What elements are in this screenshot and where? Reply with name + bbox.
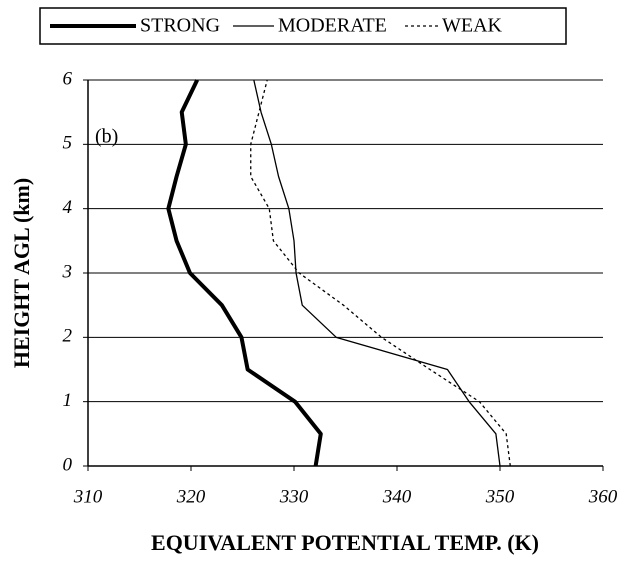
y-tick-label: 5 [63,133,73,154]
legend-box [39,7,567,45]
x-tick-label: 360 [588,486,618,507]
y-tick-label: 0 [63,454,73,475]
y-tick-label: 3 [62,261,73,282]
y-tick-label: 4 [63,197,73,218]
y-tick-label: 1 [63,390,73,411]
legend-label: MODERATE [278,15,387,37]
x-tick-label: 350 [485,486,515,507]
x-axis-title: EQUIVALENT POTENTIAL TEMP. (K) [151,530,539,555]
profile-line [166,79,323,467]
x-tick-label: 310 [73,486,103,507]
y-tick-label: 6 [63,68,73,89]
x-tick-label: 330 [279,486,309,507]
profile-line [253,79,501,467]
profile-line [250,79,511,467]
annotation: (b) [95,126,118,148]
x-tick-label: 320 [176,486,206,507]
x-tick-label: 340 [382,486,412,507]
legend-label: WEAK [442,15,503,37]
y-axis-title: HEIGHT AGL (km) [9,178,34,368]
y-tick-label: 2 [63,326,73,347]
legend-label: STRONG [140,15,220,37]
